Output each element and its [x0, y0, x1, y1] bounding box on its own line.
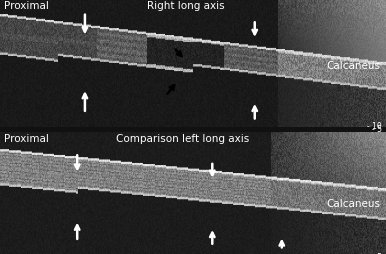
Text: Comparison left long axis: Comparison left long axis — [116, 133, 249, 143]
Text: Calcaneus: Calcaneus — [326, 198, 380, 208]
Text: - 10: - 10 — [367, 121, 382, 130]
Text: Proximal: Proximal — [4, 133, 49, 143]
Text: Calcaneus: Calcaneus — [326, 61, 380, 71]
Text: Right long axis: Right long axis — [147, 1, 224, 11]
Text: - 5: - 5 — [372, 124, 382, 133]
Text: Proximal: Proximal — [4, 1, 49, 11]
Text: - 5: - 5 — [372, 251, 382, 254]
